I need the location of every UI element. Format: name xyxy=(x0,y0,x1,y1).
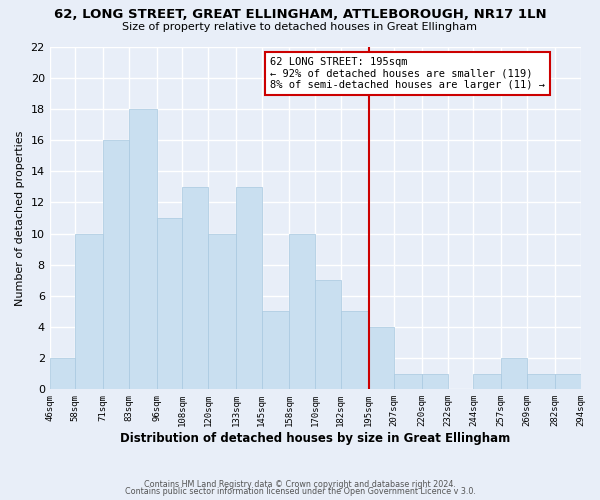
Bar xyxy=(315,280,341,390)
Text: 62 LONG STREET: 195sqm
← 92% of detached houses are smaller (119)
8% of semi-det: 62 LONG STREET: 195sqm ← 92% of detached… xyxy=(270,57,545,90)
Bar xyxy=(289,234,315,390)
Bar xyxy=(76,234,103,390)
Bar xyxy=(236,187,262,390)
Bar xyxy=(129,109,157,390)
Bar xyxy=(157,218,182,390)
X-axis label: Distribution of detached houses by size in Great Ellingham: Distribution of detached houses by size … xyxy=(120,432,510,445)
Bar xyxy=(555,374,581,390)
Text: Size of property relative to detached houses in Great Ellingham: Size of property relative to detached ho… xyxy=(122,22,478,32)
Bar xyxy=(394,374,422,390)
Text: Contains HM Land Registry data © Crown copyright and database right 2024.: Contains HM Land Registry data © Crown c… xyxy=(144,480,456,489)
Text: Contains public sector information licensed under the Open Government Licence v : Contains public sector information licen… xyxy=(125,487,475,496)
Bar xyxy=(182,187,208,390)
Bar xyxy=(527,374,555,390)
Bar xyxy=(368,327,394,390)
Bar xyxy=(422,374,448,390)
Bar xyxy=(103,140,129,390)
Bar xyxy=(50,358,76,390)
Bar xyxy=(502,358,527,390)
Text: 62, LONG STREET, GREAT ELLINGHAM, ATTLEBOROUGH, NR17 1LN: 62, LONG STREET, GREAT ELLINGHAM, ATTLEB… xyxy=(53,8,547,20)
Bar xyxy=(473,374,502,390)
Y-axis label: Number of detached properties: Number of detached properties xyxy=(15,130,25,306)
Bar xyxy=(262,312,289,390)
Bar xyxy=(341,312,368,390)
Bar xyxy=(208,234,236,390)
